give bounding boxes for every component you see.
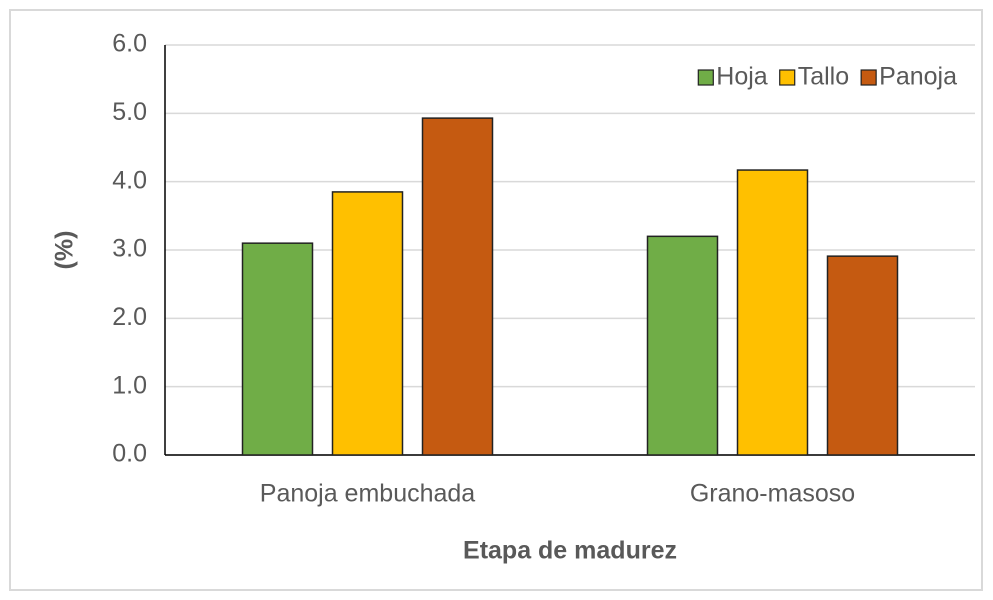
y-tick-label: 4.0: [112, 166, 147, 194]
y-tick-label: 2.0: [112, 303, 147, 331]
legend-swatch: [697, 69, 714, 86]
y-tick-label: 3.0: [112, 235, 147, 263]
y-tick-label: 5.0: [112, 98, 147, 126]
y-tick-label: 1.0: [112, 371, 147, 399]
bar: [331, 191, 404, 456]
bar: [646, 235, 719, 456]
x-tick-label: Panoja embuchada: [260, 480, 476, 508]
legend-label: Hoja: [716, 63, 768, 91]
x-axis-title: Etapa de madurez: [463, 537, 677, 565]
y-tick-label: 0.0: [112, 440, 147, 468]
legend-label: Tallo: [798, 63, 849, 91]
legend-swatch: [860, 69, 877, 86]
x-tick-label: Grano-masoso: [690, 480, 855, 508]
chart-border: [9, 9, 983, 591]
bar: [736, 169, 809, 456]
bar: [421, 117, 494, 456]
bar: [826, 255, 899, 456]
y-tick-label: 6.0: [112, 30, 147, 58]
legend-swatch: [779, 69, 796, 86]
bar: [241, 242, 314, 456]
legend-label: Panoja: [879, 63, 957, 91]
y-axis-title: (%): [51, 231, 79, 270]
